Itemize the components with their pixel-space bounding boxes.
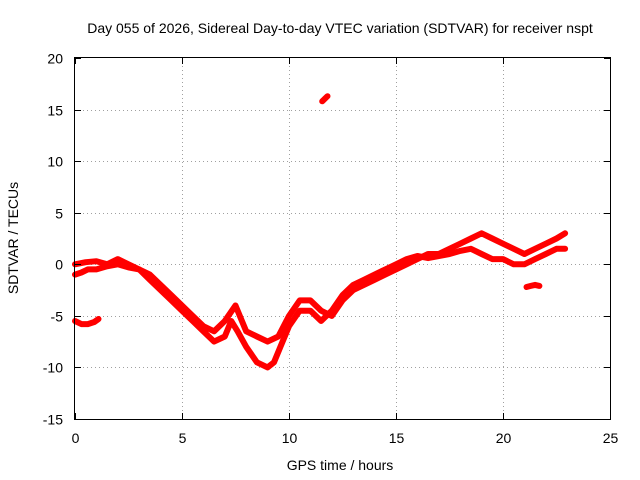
series-line: [319, 93, 331, 105]
series-line: [523, 281, 543, 290]
series-line: [72, 316, 102, 328]
x-tick-label: 20: [496, 430, 512, 446]
x-tick-label: 10: [282, 430, 298, 446]
x-tick-label: 25: [603, 430, 619, 446]
chart-title: Day 055 of 2026, Sidereal Day-to-day VTE…: [87, 20, 593, 36]
tick-layer: 0 5 10 15 20 25 -15 -10 -5 0 5 10 15 20: [43, 51, 619, 447]
plot-frame: [74, 57, 611, 420]
y-tick-label: 5: [55, 206, 63, 222]
y-axis-label: SDTVAR / TECUs: [5, 182, 21, 294]
y-tick-label: -10: [43, 360, 63, 376]
y-tick-label: -15: [43, 412, 63, 428]
y-tick-label: 10: [47, 154, 63, 170]
y-tick-label: 0: [55, 257, 63, 273]
y-tick-label: 20: [47, 51, 63, 67]
x-tick-label: 0: [72, 430, 80, 446]
grid-layer: [75, 58, 610, 419]
series-line: [72, 230, 569, 345]
y-tick-label: -5: [51, 309, 64, 325]
x-axis-label: GPS time / hours: [287, 457, 394, 473]
x-tick-label: 5: [179, 430, 187, 446]
x-tick-label: 15: [389, 430, 405, 446]
series-layer: [72, 93, 569, 371]
series-line: [72, 245, 569, 371]
y-tick-label: 15: [47, 103, 63, 119]
